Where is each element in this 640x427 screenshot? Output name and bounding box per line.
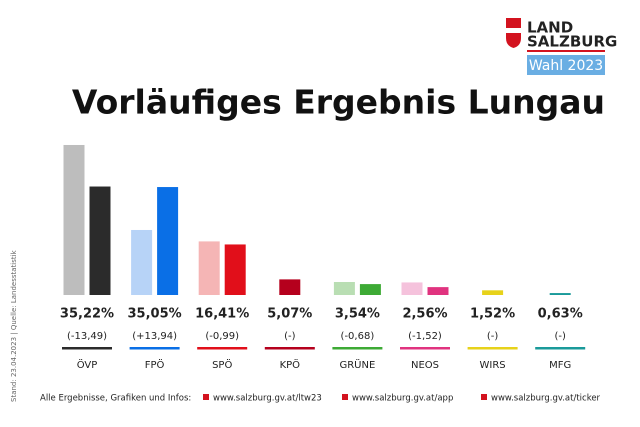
change-label: (-0,99)	[205, 331, 239, 342]
category-rule	[264, 347, 315, 350]
bar	[482, 290, 504, 295]
change-label: (-)	[284, 331, 296, 342]
bar	[401, 282, 423, 295]
change-label: (-1,52)	[408, 331, 442, 342]
bar	[63, 144, 85, 295]
x-tick-label: GRÜNE	[339, 358, 375, 371]
value-label: 0,63%	[538, 307, 583, 322]
footer-link: www.salzburg.gv.at/app	[352, 394, 453, 404]
side-note: Stand: 23.04.2023 | Quelle: Landesstatis…	[10, 249, 18, 402]
change-label: (+13,94)	[132, 331, 177, 342]
bar	[333, 282, 355, 295]
badge-box	[527, 55, 605, 75]
brand-line1: LAND	[527, 19, 573, 37]
change-label: (-)	[554, 331, 566, 342]
bar	[279, 279, 301, 295]
x-tick-label: KPÖ	[280, 358, 301, 371]
x-tick-label: MFG	[549, 360, 571, 371]
x-tick-label: WIRS	[480, 360, 506, 371]
value-label: 35,05%	[128, 307, 182, 322]
link-bullet	[203, 394, 209, 400]
bar	[198, 241, 220, 295]
value-label: 16,41%	[195, 307, 249, 322]
bar	[89, 186, 111, 295]
bar	[224, 244, 246, 295]
link-bullet	[342, 394, 348, 400]
category-rule	[400, 347, 450, 350]
logo: LAND SALZBURG Wahl 2023	[506, 18, 617, 75]
bar	[131, 229, 153, 295]
badge: Wahl 2023	[529, 58, 603, 74]
value-label: 35,22%	[60, 307, 114, 322]
category-rule	[332, 347, 383, 350]
chart-title: Vorläufiges Ergebnis Lungau	[72, 83, 605, 122]
category-rule	[197, 347, 248, 350]
value-label: 5,07%	[267, 307, 312, 322]
change-label: (-13,49)	[67, 331, 107, 342]
link-bullet	[481, 394, 487, 400]
x-tick-label: ÖVP	[77, 358, 98, 371]
category-rule	[535, 347, 586, 350]
value-label: 1,52%	[470, 307, 515, 322]
x-tick-label: FPÖ	[145, 358, 165, 371]
footer-link: www.salzburg.gv.at/ticker	[491, 394, 601, 404]
bar	[427, 287, 449, 295]
category-rule	[129, 347, 180, 350]
change-label: (-0,68)	[341, 331, 375, 342]
bar	[157, 187, 179, 295]
value-label: 3,54%	[335, 307, 380, 322]
change-label: (-)	[487, 331, 499, 342]
x-tick-label: SPÖ	[212, 358, 232, 371]
bar	[359, 284, 381, 295]
shield-band	[506, 28, 521, 33]
brand-line2: SALZBURG	[527, 33, 617, 51]
footer-link: www.salzburg.gv.at/ltw23	[213, 394, 322, 404]
category-rule	[62, 347, 112, 350]
category-rule	[467, 347, 518, 350]
footer-intro: Alle Ergebnisse, Grafiken und Infos:	[40, 394, 191, 404]
bar	[549, 293, 571, 295]
brand-rule	[527, 50, 605, 52]
value-label: 2,56%	[402, 307, 447, 322]
x-tick-label: NEOS	[411, 360, 439, 371]
